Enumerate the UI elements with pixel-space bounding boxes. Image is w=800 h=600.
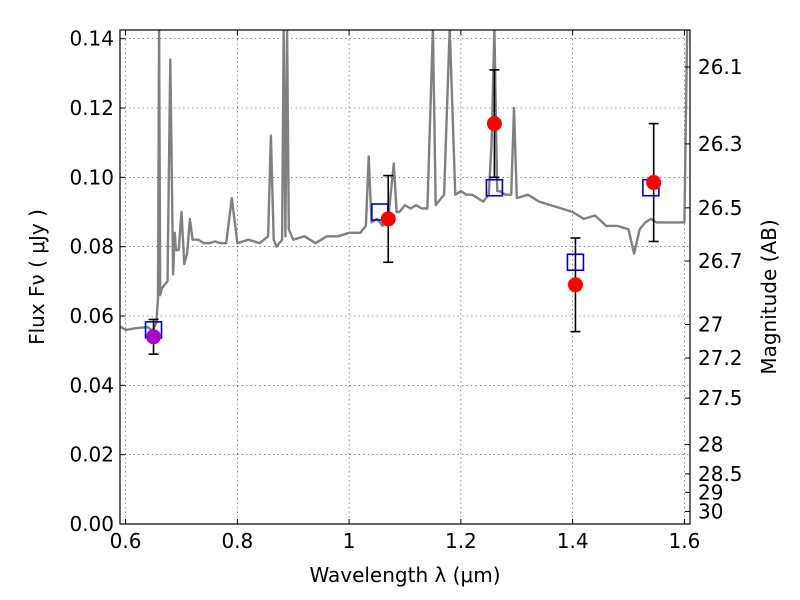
y2-tick-label: 30 — [698, 499, 723, 523]
x-tick-label: 1.4 — [557, 529, 589, 553]
y-tick-label: 0.06 — [69, 304, 114, 328]
plot-area — [120, 30, 689, 355]
y2-tick-label: 28 — [698, 433, 723, 457]
observed-point — [146, 329, 162, 345]
y-tick-label: 0.14 — [69, 27, 114, 51]
observed-point — [567, 277, 583, 293]
x-tick-label: 0.6 — [110, 529, 142, 553]
y-tick-label: 0.12 — [69, 96, 114, 120]
y-tick-label: 0.00 — [69, 512, 114, 536]
y-tick-label: 0.10 — [69, 165, 114, 189]
x-tick-label: 0.8 — [221, 529, 253, 553]
x-tick-label: 1.6 — [669, 529, 701, 553]
y2-tick-label: 26.5 — [698, 196, 743, 220]
x-tick-label: 1 — [343, 529, 356, 553]
ticks: 0.6 0.8 1 1.2 1.4 1.6 0.00 0.02 0.04 0.06 0.08 0.10… — [69, 27, 742, 553]
plot-frame — [119, 29, 691, 525]
y2-tick-label: 26.7 — [698, 249, 743, 273]
model-spectrum-line — [120, 30, 689, 332]
observed-point — [646, 175, 662, 191]
y-tick-label: 0.08 — [69, 235, 114, 259]
y2-tick-label: 28.5 — [698, 462, 743, 486]
x-tick-label: 1.2 — [445, 529, 477, 553]
grid — [120, 30, 690, 524]
y-axis-label: Flux Fν ( μJy ) — [25, 209, 49, 345]
y2-tick-label: 27 — [698, 313, 723, 337]
y2-tick-label: 26.3 — [698, 132, 743, 156]
model-photometry-square — [485, 178, 504, 197]
y2-tick-label: 26.1 — [698, 55, 743, 79]
x-axis-label: Wavelength λ (μm) — [309, 563, 500, 587]
observed-point — [486, 116, 502, 132]
y-tick-label: 0.02 — [69, 443, 114, 467]
observed-point — [380, 211, 396, 227]
y-tick-label: 0.04 — [69, 373, 114, 397]
y2-tick-label: 27.2 — [698, 346, 743, 370]
y2-axis-label: Magnitude (AB) — [757, 219, 781, 374]
y2-tick-label: 29 — [698, 480, 723, 504]
y2-tick-label: 27.5 — [698, 386, 743, 410]
